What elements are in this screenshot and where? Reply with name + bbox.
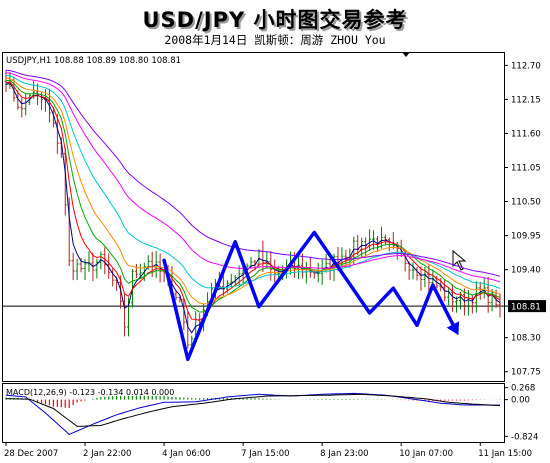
y-tick-label: 109.95 bbox=[511, 232, 541, 242]
candle bbox=[269, 251, 273, 281]
x-tick-label: 8 Jan 23:00 bbox=[320, 449, 368, 459]
macd-y-tick-label: 0.00 bbox=[511, 396, 530, 406]
moving-average-line bbox=[5, 81, 501, 321]
macd-label: MACD(12,26,9) -0.123 -0.134 0.014 0.000 bbox=[6, 388, 174, 397]
candle bbox=[411, 262, 415, 280]
macd-panel-frame bbox=[2, 383, 505, 443]
candle bbox=[20, 97, 24, 118]
moving-average-line bbox=[5, 72, 501, 283]
y-tick-label: 112.70 bbox=[511, 61, 541, 71]
arrow-head-icon bbox=[446, 321, 460, 336]
candle bbox=[107, 253, 111, 279]
candle bbox=[182, 297, 186, 330]
x-tick-label: 10 Jan 07:00 bbox=[399, 449, 453, 459]
candle bbox=[451, 284, 455, 312]
macd-y-tick-label: 0.268 bbox=[511, 384, 535, 394]
candle bbox=[490, 289, 494, 312]
moving-average-line bbox=[6, 80, 501, 313]
current-price-box bbox=[508, 300, 546, 313]
y-tick-label: 108.81 bbox=[511, 303, 541, 313]
moving-average-line bbox=[5, 74, 501, 289]
candle bbox=[103, 247, 107, 275]
candle bbox=[63, 147, 67, 216]
candle bbox=[462, 288, 466, 316]
y-tick-label: 112.15 bbox=[511, 95, 541, 105]
moving-average-line bbox=[5, 69, 501, 277]
chart-subtitle: 2008年1月14日 凯斯顿：周游 ZHOU You bbox=[164, 33, 386, 47]
y-tick-label: 109.40 bbox=[511, 266, 541, 276]
zigzag-annotation bbox=[162, 230, 459, 362]
symbol-label: USDJPY,H1 108.88 108.89 108.80 108.81 bbox=[6, 56, 181, 66]
x-tick-label: 4 Jan 06:00 bbox=[162, 449, 210, 459]
candle bbox=[474, 281, 478, 313]
y-tick-label: 111.05 bbox=[511, 163, 541, 173]
candle bbox=[174, 290, 178, 301]
chart-title: USD/JPY 小时图交易参考 bbox=[142, 8, 408, 32]
window-marker-icon bbox=[402, 52, 410, 57]
main-chart-frame bbox=[2, 52, 505, 382]
moving-average-line bbox=[5, 81, 501, 334]
x-tick-label: 28 Dec 2007 bbox=[4, 449, 58, 459]
macd-y-tick-label: -0.824 bbox=[511, 432, 538, 442]
y-tick-label: 111.60 bbox=[511, 129, 541, 139]
candle bbox=[99, 251, 103, 270]
x-tick-label: 2 Jan 22:00 bbox=[83, 449, 131, 459]
signal-line bbox=[5, 393, 501, 427]
y-tick-label: 110.50 bbox=[511, 198, 541, 208]
x-tick-label: 11 Jan 15:00 bbox=[478, 449, 532, 459]
candle bbox=[372, 230, 376, 250]
candle bbox=[71, 252, 75, 281]
y-tick-label: 107.75 bbox=[511, 368, 541, 378]
candle bbox=[134, 263, 138, 279]
y-tick-label: 108.30 bbox=[511, 334, 541, 344]
candle bbox=[229, 274, 233, 287]
candle bbox=[75, 258, 79, 281]
x-tick-label: 7 Jan 15:00 bbox=[241, 449, 289, 459]
